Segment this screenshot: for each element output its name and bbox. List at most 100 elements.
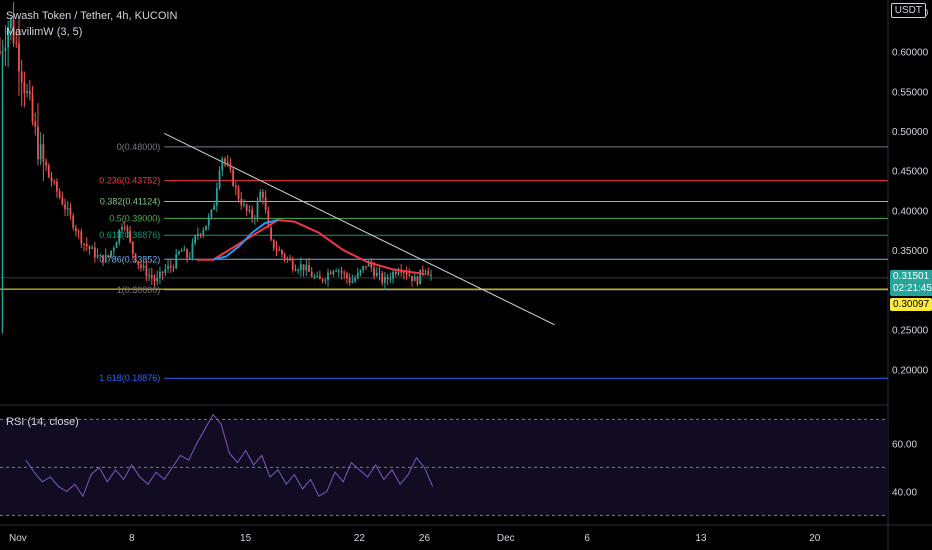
candle-body — [427, 271, 430, 276]
time-tick-label: 13 — [695, 533, 707, 544]
time-tick-label: Dec — [497, 533, 515, 544]
candle-body — [375, 273, 378, 277]
candle-body — [18, 43, 20, 72]
candle-body — [20, 71, 23, 83]
candle-body — [9, 19, 12, 28]
time-tick-label: 15 — [240, 533, 252, 544]
candle-body — [45, 161, 47, 166]
candle-body — [332, 271, 335, 275]
candle-body — [74, 227, 77, 232]
price-tick-label: 0.20000 — [892, 365, 929, 376]
candle-body — [416, 276, 419, 285]
time-tick-label: 8 — [129, 533, 135, 544]
candle-body — [205, 225, 207, 231]
candle-body — [164, 268, 167, 273]
candle-body — [421, 269, 424, 272]
candle-body — [299, 264, 302, 270]
candle-body — [362, 265, 365, 271]
fib-level-label: 1.618(0.18876) — [99, 373, 160, 383]
candle-body — [213, 205, 216, 210]
candle-body — [126, 227, 129, 231]
candle-body — [356, 272, 359, 279]
symbol-title[interactable]: Swash Token / Tether, 4h, KUCOIN — [6, 10, 178, 22]
currency-button[interactable]: USDT — [890, 3, 926, 18]
candle-body — [283, 254, 286, 259]
price-tick-label: 0.35000 — [892, 246, 929, 257]
price-tick-label: 0.60000 — [892, 48, 929, 59]
candle-body — [327, 272, 329, 280]
candle-body — [340, 270, 343, 273]
candle-body — [302, 264, 305, 271]
candle-body — [240, 198, 243, 206]
candle-body — [256, 201, 259, 218]
candle-body — [402, 271, 405, 273]
time-tick-label: 22 — [354, 533, 366, 544]
time-tick-label: 26 — [419, 533, 431, 544]
trendline — [164, 132, 555, 326]
time-tick-label: 6 — [584, 533, 590, 544]
candle-body — [394, 272, 397, 275]
candle-body — [85, 243, 88, 247]
price-tick-label: 0.40000 — [892, 206, 929, 217]
candle-body — [286, 258, 289, 260]
candle-body — [96, 254, 99, 258]
candle-body — [188, 257, 191, 259]
indicator-legend[interactable]: MavilimW (3, 5) — [6, 26, 83, 38]
candle-body — [262, 191, 264, 198]
yellow-line-price-badge: 0.30097 — [890, 298, 932, 311]
candle-body — [123, 226, 126, 228]
candle-body — [53, 181, 56, 183]
price-tick-label: 0.25000 — [892, 326, 929, 337]
rsi-tick-label: 60.00 — [892, 439, 917, 450]
candle-body — [370, 261, 373, 268]
candle-body — [148, 275, 150, 277]
candle-body — [104, 254, 107, 263]
candle-body — [191, 243, 194, 258]
candle-body — [424, 271, 427, 273]
candle-body — [365, 265, 367, 267]
candle-body — [12, 19, 15, 44]
candle-body — [253, 217, 256, 219]
candle-body — [289, 258, 291, 261]
rsi-tick-label: 40.00 — [892, 487, 917, 498]
fib-level-label: 1(0.30000) — [117, 285, 161, 295]
candle-body — [115, 242, 118, 248]
candle-body — [224, 158, 226, 163]
candle-body — [267, 210, 270, 228]
candle-body — [7, 27, 10, 48]
candle-body — [64, 204, 66, 210]
fib-level-label: 0.786(0.33852) — [99, 254, 160, 264]
candle-body — [215, 188, 218, 206]
candle-body — [294, 269, 297, 271]
candle-body — [381, 273, 384, 283]
mavilimw-down-line — [196, 218, 425, 275]
candle-body — [343, 272, 346, 274]
candle-body — [354, 278, 356, 282]
candle-body — [194, 235, 197, 244]
candle-body — [23, 82, 26, 94]
fib-level-label: 0.236(0.43752) — [99, 176, 160, 186]
candle-body — [310, 271, 313, 277]
candle-body — [37, 126, 39, 160]
candle-body — [278, 250, 281, 252]
candle-body — [150, 275, 153, 279]
current-price-badge: 0.31501 02:21:45 — [890, 270, 932, 296]
candle-body — [313, 276, 316, 278]
candle-body — [156, 277, 159, 282]
candle-body — [72, 215, 75, 228]
candle-body — [324, 279, 327, 281]
candle-body — [251, 209, 253, 219]
candle-body — [99, 254, 102, 256]
candle-body — [308, 265, 310, 272]
candle-body — [58, 191, 61, 198]
candle-body — [129, 230, 132, 242]
candle-body — [121, 226, 123, 230]
candle-body — [234, 185, 237, 188]
candle-body — [373, 267, 375, 277]
rsi-legend[interactable]: RSI (14, close) — [6, 416, 79, 428]
candle-body — [386, 276, 389, 280]
candle-body — [31, 94, 34, 122]
candle-body — [392, 272, 394, 279]
time-tick-label: 20 — [809, 533, 821, 544]
